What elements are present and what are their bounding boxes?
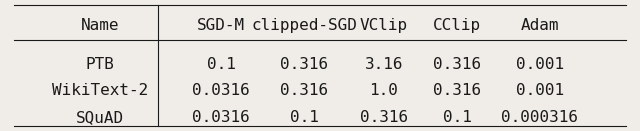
Text: 1.0: 1.0	[369, 83, 398, 99]
Text: Name: Name	[81, 18, 120, 33]
Text: 0.1: 0.1	[290, 110, 319, 125]
Text: SQuAD: SQuAD	[76, 110, 124, 125]
Text: SGD-M: SGD-M	[197, 18, 245, 33]
Text: 0.1: 0.1	[207, 56, 236, 72]
Text: 0.316: 0.316	[360, 110, 408, 125]
Text: CClip: CClip	[433, 18, 481, 33]
Text: WikiText-2: WikiText-2	[52, 83, 148, 99]
Text: 0.000316: 0.000316	[501, 110, 579, 125]
Text: 0.0316: 0.0316	[193, 83, 250, 99]
Text: 3.16: 3.16	[364, 56, 403, 72]
Text: VClip: VClip	[360, 18, 408, 33]
Text: PTB: PTB	[86, 56, 115, 72]
Text: 0.1: 0.1	[443, 110, 472, 125]
Text: 0.316: 0.316	[280, 83, 328, 99]
Text: 0.001: 0.001	[516, 56, 564, 72]
Text: clipped-SGD: clipped-SGD	[251, 18, 357, 33]
Text: Adam: Adam	[520, 18, 559, 33]
Text: 0.0316: 0.0316	[193, 110, 250, 125]
Text: 0.316: 0.316	[433, 56, 481, 72]
Text: 0.001: 0.001	[516, 83, 564, 99]
Text: 0.316: 0.316	[433, 83, 481, 99]
Text: 0.316: 0.316	[280, 56, 328, 72]
